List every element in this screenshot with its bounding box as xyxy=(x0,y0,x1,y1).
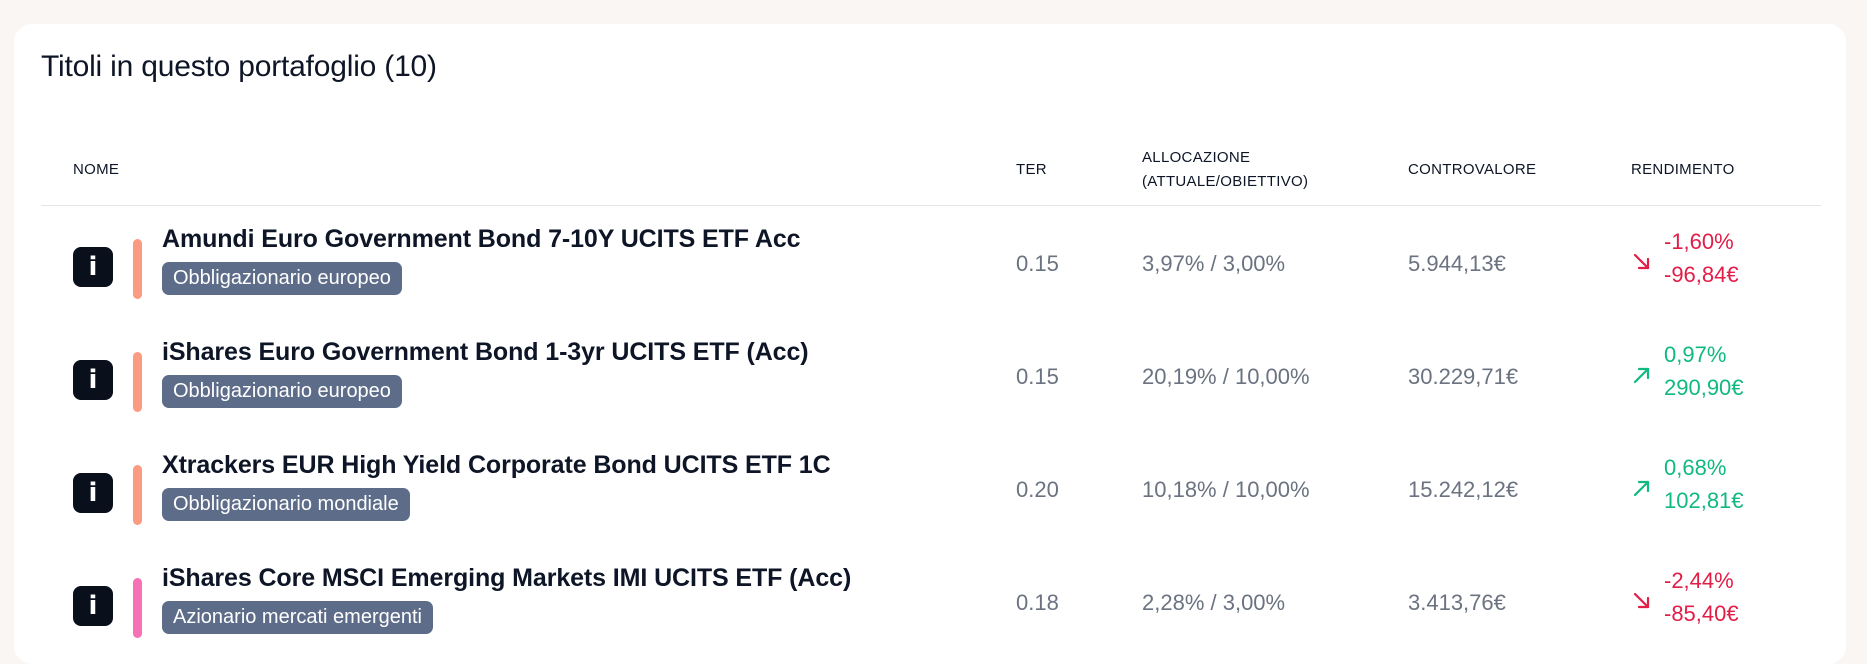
return-percent: 0,68% xyxy=(1664,455,1727,480)
return-amount: -96,84€ xyxy=(1664,262,1739,287)
table-row[interactable]: i Amundi Euro Government Bond 7-10Y UCIT… xyxy=(41,207,1821,320)
allocation-value: 20,19% / 10,00% xyxy=(1142,364,1310,389)
arrow-up-right-icon xyxy=(1633,480,1650,497)
info-icon[interactable]: i xyxy=(73,247,113,287)
category-color-bar xyxy=(133,352,142,412)
allocation-value: 2,28% / 3,00% xyxy=(1142,590,1286,615)
info-icon[interactable]: i xyxy=(73,586,113,626)
category-tag: Obbligazionario europeo xyxy=(162,262,402,295)
security-name[interactable]: iShares Euro Government Bond 1-3yr UCITS… xyxy=(162,338,809,366)
table-row[interactable]: i iShares Euro Government Bond 1-3yr UCI… xyxy=(41,320,1821,433)
column-header-allocation-line1: ALLOCAZIONE xyxy=(1142,149,1251,166)
return-percent: -2,44% xyxy=(1664,568,1734,593)
return-amount: 290,90€ xyxy=(1664,375,1744,400)
return-values: 0,68% 102,81€ xyxy=(1664,451,1744,517)
security-name[interactable]: iShares Core MSCI Emerging Markets IMI U… xyxy=(162,564,852,592)
info-icon[interactable]: i xyxy=(73,473,113,513)
allocation-value: 10,18% / 10,00% xyxy=(1142,477,1310,502)
market-value: 30.229,71€ xyxy=(1408,364,1519,389)
security-name[interactable]: Xtrackers EUR High Yield Corporate Bond … xyxy=(162,451,831,479)
market-value: 5.944,13€ xyxy=(1408,251,1506,276)
arrow-down-right-icon xyxy=(1633,592,1650,609)
allocation-value: 3,97% / 3,00% xyxy=(1142,251,1286,276)
security-name[interactable]: Amundi Euro Government Bond 7-10Y UCITS … xyxy=(162,225,801,253)
table-header: NOME TER ALLOCAZIONE (ATTUALE/OBIETTIVO)… xyxy=(41,134,1821,206)
arrow-up-right-icon xyxy=(1633,367,1650,384)
column-header-allocation-line2: (ATTUALE/OBIETTIVO) xyxy=(1142,173,1309,190)
category-tag: Obbligazionario europeo xyxy=(162,375,402,408)
holdings-card: Titoli in questo portafoglio (10) NOME T… xyxy=(14,24,1846,664)
column-header-return[interactable]: RENDIMENTO xyxy=(1631,161,1735,178)
table-row[interactable]: i Xtrackers EUR High Yield Corporate Bon… xyxy=(41,433,1821,546)
ter-value: 0.20 xyxy=(1016,477,1059,502)
return-values: -1,60% -96,84€ xyxy=(1664,225,1739,291)
column-header-ter[interactable]: TER xyxy=(1016,161,1047,178)
ter-value: 0.15 xyxy=(1016,251,1059,276)
return-percent: -1,60% xyxy=(1664,229,1734,254)
market-value: 15.242,12€ xyxy=(1408,477,1519,502)
column-header-allocation[interactable]: ALLOCAZIONE (ATTUALE/OBIETTIVO) xyxy=(1142,146,1362,194)
return-values: -2,44% -85,40€ xyxy=(1664,564,1739,630)
ter-value: 0.15 xyxy=(1016,364,1059,389)
card-title: Titoli in questo portafoglio (10) xyxy=(41,50,437,83)
category-color-bar xyxy=(133,578,142,638)
category-color-bar xyxy=(133,465,142,525)
category-tag: Azionario mercati emergenti xyxy=(162,601,433,634)
table-row[interactable]: i iShares Core MSCI Emerging Markets IMI… xyxy=(41,546,1821,659)
return-percent: 0,97% xyxy=(1664,342,1727,367)
return-amount: 102,81€ xyxy=(1664,488,1744,513)
arrow-down-right-icon xyxy=(1633,253,1650,270)
info-icon[interactable]: i xyxy=(73,360,113,400)
category-tag: Obbligazionario mondiale xyxy=(162,488,410,521)
column-header-name[interactable]: NOME xyxy=(73,161,120,178)
market-value: 3.413,76€ xyxy=(1408,590,1506,615)
column-header-value[interactable]: CONTROVALORE xyxy=(1408,161,1537,178)
ter-value: 0.18 xyxy=(1016,590,1059,615)
category-color-bar xyxy=(133,239,142,299)
return-values: 0,97% 290,90€ xyxy=(1664,338,1744,404)
return-amount: -85,40€ xyxy=(1664,601,1739,626)
